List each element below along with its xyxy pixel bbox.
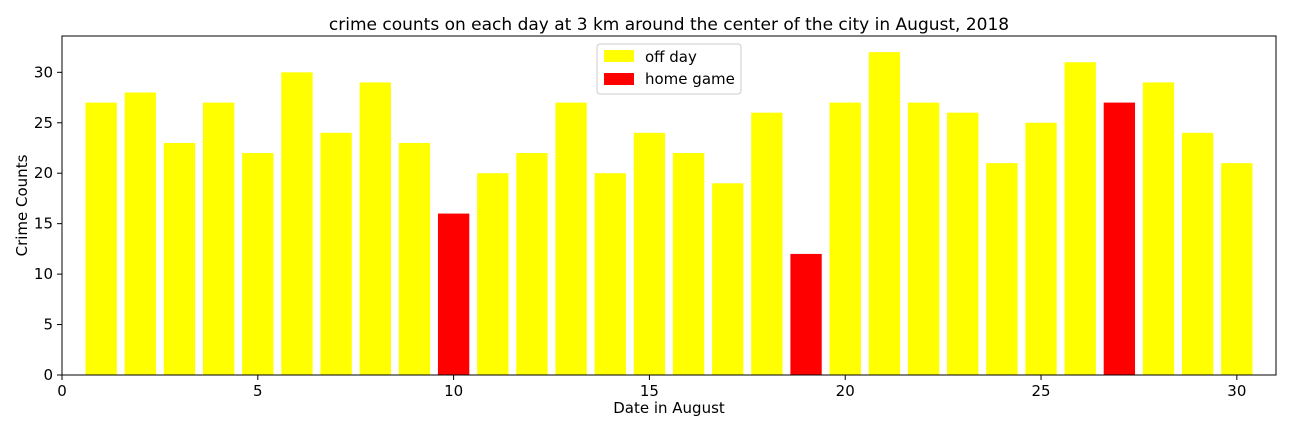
bar-off-day-day-18 — [751, 112, 783, 375]
bar-off-day-day-11 — [477, 173, 509, 375]
y-tick-label: 30 — [34, 63, 53, 81]
y-axis-label: Crime Counts — [13, 154, 31, 256]
x-tick-label: 0 — [57, 382, 67, 400]
bar-off-day-day-14 — [594, 173, 626, 375]
bar-off-day-day-29 — [1182, 132, 1214, 375]
y-axis-ticks: 0 5 10 15 20 25 30 — [34, 63, 62, 384]
bar-off-day-day-17 — [712, 183, 744, 375]
bar-off-day-day-3 — [163, 142, 196, 375]
bar-off-day-day-23 — [947, 112, 979, 375]
x-tick-label: 5 — [253, 382, 263, 400]
y-tick-label: 0 — [43, 366, 53, 384]
bar-off-day-day-21 — [868, 52, 901, 376]
bar-off-day-day-8 — [359, 82, 391, 376]
bar-home-game-day-19 — [790, 253, 822, 375]
bar-off-day-day-15 — [633, 132, 666, 375]
y-tick-label: 15 — [34, 215, 53, 233]
x-axis-ticks: 0 5 10 15 20 25 30 — [57, 375, 1246, 400]
legend: off day home game — [596, 43, 742, 95]
bar-off-day-day-5 — [242, 153, 274, 375]
bar-off-day-day-16 — [672, 153, 705, 375]
x-tick-label: 30 — [1227, 382, 1246, 400]
bar-off-day-day-1 — [85, 102, 117, 375]
chart-title: crime counts on each day at 3 km around … — [329, 15, 1009, 35]
x-tick-label: 10 — [444, 382, 463, 400]
x-tick-label: 25 — [1031, 382, 1050, 400]
bar-off-day-day-26 — [1064, 62, 1096, 375]
x-tick-label: 20 — [836, 382, 855, 400]
y-tick-label: 25 — [34, 114, 53, 132]
legend-label-home-game: home game — [645, 70, 735, 88]
bar-off-day-day-6 — [281, 72, 313, 376]
bar-off-day-day-12 — [516, 153, 548, 375]
bar-home-game-day-10 — [437, 213, 470, 375]
bar-off-day-day-22 — [907, 102, 940, 375]
bar-off-day-day-24 — [986, 163, 1018, 375]
x-axis-label: Date in August — [613, 399, 725, 417]
bar-off-day-day-20 — [829, 102, 861, 375]
bar-off-day-day-25 — [1025, 122, 1057, 376]
bar-off-day-day-30 — [1221, 163, 1253, 375]
y-tick-label: 20 — [34, 164, 53, 182]
bar-off-day-day-9 — [398, 142, 431, 375]
bar-off-day-day-2 — [124, 92, 156, 375]
legend-swatch-off-day — [604, 50, 634, 62]
legend-swatch-home-game — [604, 73, 634, 85]
bar-off-day-day-28 — [1142, 82, 1175, 376]
bar-off-day-day-7 — [320, 132, 352, 375]
bar-home-game-day-27 — [1103, 102, 1136, 375]
y-tick-label: 5 — [43, 316, 53, 334]
plot-frame — [61, 35, 1277, 376]
bar-off-day-day-13 — [555, 102, 587, 375]
x-tick-label: 15 — [640, 382, 659, 400]
bars-group — [85, 52, 1253, 376]
y-tick-label: 10 — [34, 265, 53, 283]
bar-off-day-day-4 — [202, 102, 235, 375]
legend-label-off-day: off day — [645, 48, 697, 66]
